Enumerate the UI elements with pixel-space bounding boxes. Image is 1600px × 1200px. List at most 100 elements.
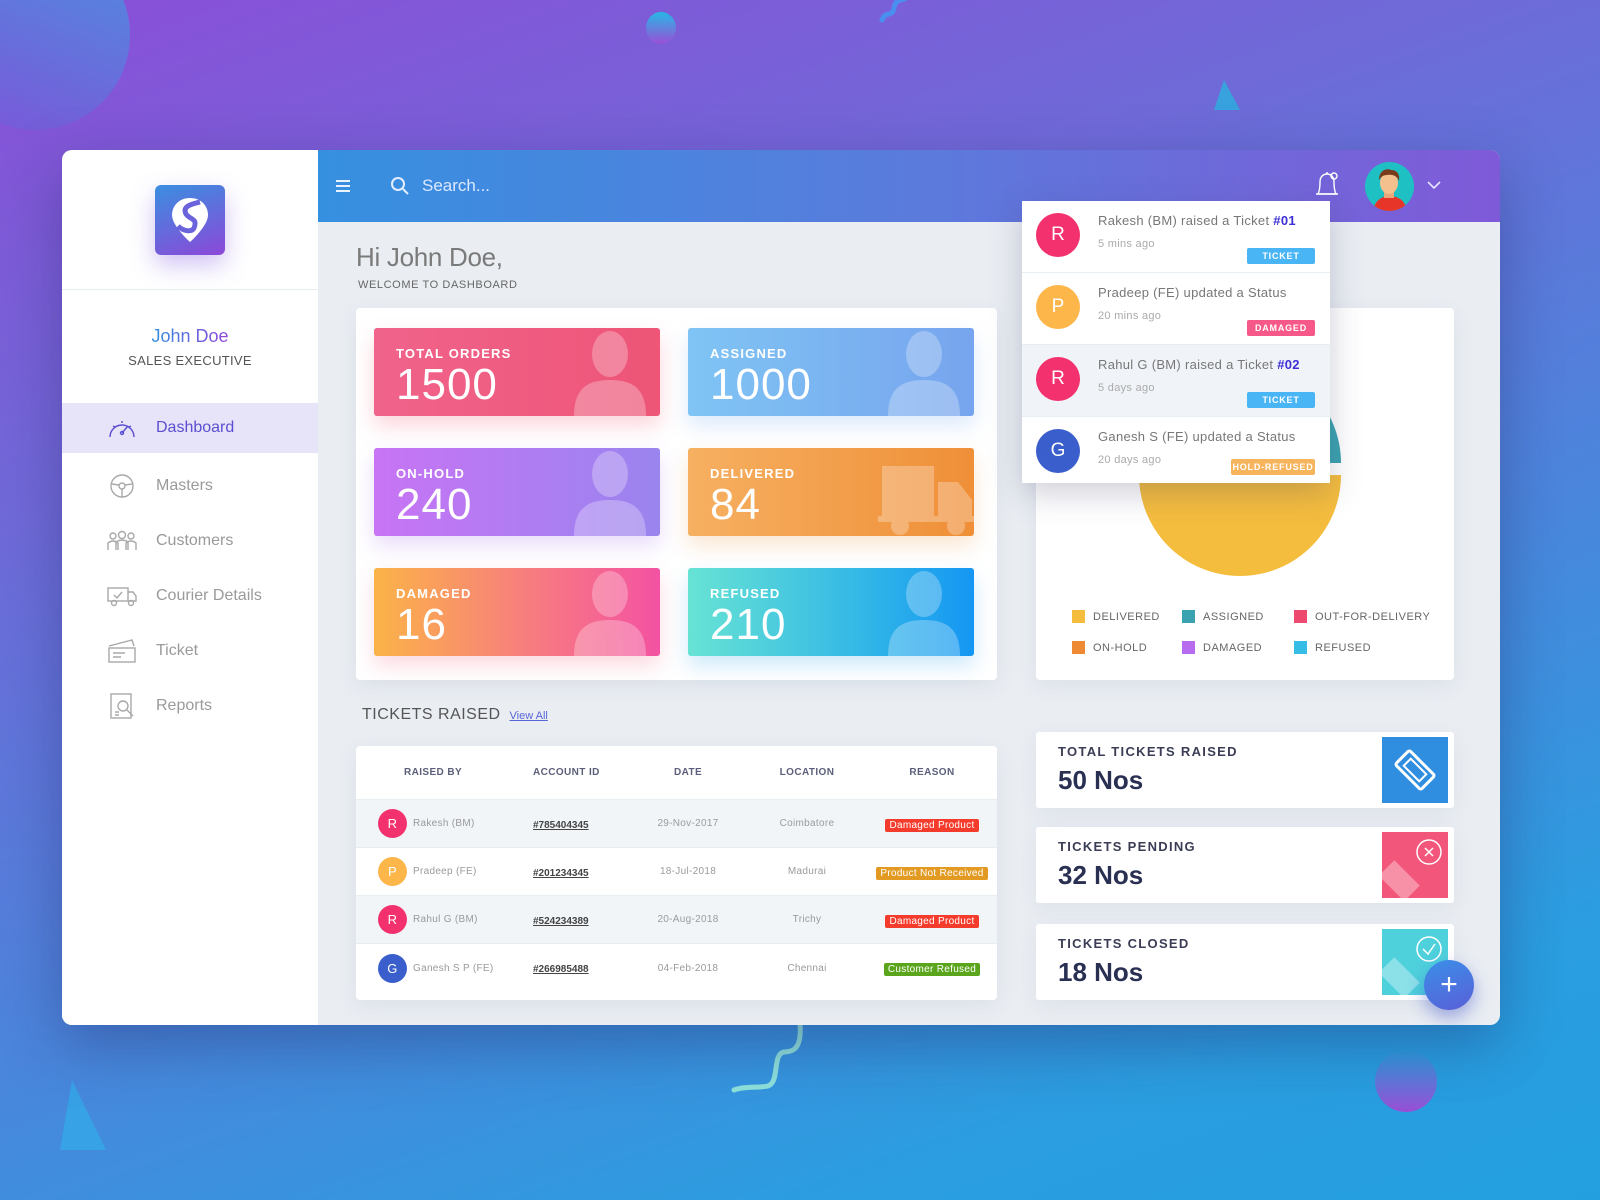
notification-time: 5 mins ago — [1098, 238, 1155, 250]
bg-decoration-circle — [0, 0, 130, 130]
sidebar-item-dashboard[interactable]: Dashboard — [62, 403, 318, 453]
ticket-id-link: #01 — [1273, 213, 1296, 228]
sidebar-item-label: Customers — [156, 531, 234, 549]
stat-label: DAMAGED — [396, 586, 472, 601]
column-header[interactable]: REASON — [909, 767, 955, 778]
report-icon — [106, 692, 138, 719]
sidebar-item-customers[interactable]: Customers — [62, 513, 318, 568]
sidebar-item-label: Ticket — [156, 641, 199, 659]
bell-icon[interactable] — [1314, 170, 1342, 202]
bg-decoration-triangle — [1214, 80, 1240, 110]
tickets-closed-card[interactable]: TICKETS CLOSED 18 Nos — [1036, 924, 1454, 1000]
notification-item[interactable]: R Rakesh (BM) raised a Ticket #01 5 mins… — [1022, 201, 1330, 273]
legend-item: ON-HOLD — [1072, 641, 1182, 654]
stat-label: REFUSED — [710, 586, 781, 601]
sidebar-item-reports[interactable]: Reports — [62, 678, 318, 733]
view-all-link[interactable]: View All — [509, 710, 548, 722]
speedometer-icon — [106, 416, 138, 440]
avatar: G — [378, 953, 407, 983]
table-row[interactable]: P Pradeep (FE) #201234345 18-Jul-2018 Mad… — [356, 848, 997, 896]
notification-text: Pradeep (FE) updated a Status — [1098, 285, 1287, 300]
notification-item[interactable]: P Pradeep (FE) updated a Status 20 mins … — [1022, 273, 1330, 345]
stat-value: 16 — [396, 600, 447, 649]
stat-card-refused[interactable]: REFUSED 210 — [688, 568, 974, 656]
column-header[interactable]: DATE — [673, 767, 703, 778]
tickets-section-header: TICKETS RAISED View All — [362, 706, 548, 724]
account-id-link[interactable]: #201234345 — [533, 867, 589, 879]
sidebar-item-courier-details[interactable]: Courier Details — [62, 568, 318, 623]
top-bar — [318, 150, 1500, 222]
app-window: John Doe SALES EXECUTIVE Dashboard Maste… — [62, 150, 1500, 1025]
notification-time: 20 days ago — [1098, 454, 1162, 466]
card-value: 18 Nos — [1058, 957, 1144, 987]
person-silhouette-icon — [888, 331, 960, 416]
sidebar: John Doe SALES EXECUTIVE Dashboard Maste… — [62, 150, 318, 1025]
user-avatar[interactable] — [1365, 162, 1414, 211]
sidebar-item-masters[interactable]: Masters — [62, 458, 318, 513]
sidebar-item-ticket[interactable]: Ticket — [62, 623, 318, 678]
user-profile: John Doe SALES EXECUTIVE — [62, 290, 318, 403]
table-row[interactable]: R Rakesh (BM) #785404345 29-Nov-2017 Coim… — [356, 800, 997, 848]
stat-card-assigned[interactable]: ASSIGNED 1000 — [688, 328, 974, 416]
search-icon[interactable] — [390, 176, 410, 196]
notification-item[interactable]: R Rahul G (BM) raised a Ticket #02 5 day… — [1022, 345, 1330, 417]
stat-card-on-hold[interactable]: ON-HOLD 240 — [374, 448, 660, 536]
notification-text: Rahul G (BM) raised a Ticket #02 — [1098, 357, 1300, 372]
chart-legend: DELIVERED ASSIGNED OUT-FOR-DELIVERY ON-H… — [1072, 610, 1442, 654]
notifications-dropdown: R Rakesh (BM) raised a Ticket #01 5 mins… — [1022, 201, 1330, 483]
card-value: 50 Nos — [1058, 765, 1144, 795]
notification-text: Rakesh (BM) raised a Ticket #01 — [1098, 213, 1296, 228]
tickets-pending-card[interactable]: TICKETS PENDING 32 Nos — [1036, 827, 1454, 903]
add-fab-button[interactable]: + — [1424, 960, 1474, 1010]
total-tickets-card[interactable]: TOTAL TICKETS RAISED 50 Nos — [1036, 732, 1454, 808]
column-header[interactable]: LOCATION — [779, 767, 835, 778]
status-badge: HOLD-REFUSED — [1231, 459, 1315, 475]
bg-decoration-triangle — [60, 1080, 106, 1150]
person-silhouette-icon — [888, 571, 960, 656]
sidebar-nav: Dashboard Masters Customers Courier Deta… — [62, 403, 318, 733]
stat-card-delivered[interactable]: DELIVERED 84 — [688, 448, 974, 536]
bg-decoration-circle — [1375, 1050, 1437, 1112]
notification-time: 5 days ago — [1098, 382, 1155, 394]
logo-area — [62, 150, 318, 290]
status-badge: DAMAGED — [1247, 320, 1315, 336]
ticket-cancel-icon — [1382, 832, 1448, 898]
table-header-row: RAISED BY ACCOUNT ID DATE LOCATION REASO… — [356, 746, 997, 800]
raised-by: Ganesh S P (FE) — [413, 962, 494, 974]
account-id-link[interactable]: #266985488 — [533, 964, 589, 975]
stat-card-damaged[interactable]: DAMAGED 16 — [374, 568, 660, 656]
chevron-down-icon[interactable] — [1426, 180, 1442, 190]
stat-label: ASSIGNED — [710, 346, 788, 361]
location-cell: Madurai — [787, 866, 827, 877]
person-silhouette-icon — [574, 451, 646, 536]
account-id-link[interactable]: #785404345 — [533, 819, 589, 831]
column-header[interactable]: ACCOUNT ID — [533, 767, 600, 778]
bg-decoration-squiggle — [879, 0, 908, 23]
avatar: R — [1036, 357, 1080, 401]
reason-badge: Damaged Product — [885, 818, 979, 832]
account-id-link[interactable]: #524234389 — [533, 915, 589, 927]
ticket-id-link: #02 — [1277, 357, 1300, 372]
app-logo[interactable] — [155, 184, 225, 255]
column-header[interactable]: RAISED BY — [404, 767, 463, 778]
user-avatar-illustration — [1373, 169, 1407, 211]
date-cell: 18-Jul-2018 — [659, 866, 717, 877]
table-row[interactable]: G Ganesh S P (FE) #266985488 04-Feb-2018 … — [356, 944, 997, 992]
table-row[interactable]: R Rahul G (BM) #524234389 20-Aug-2018 Tri… — [356, 896, 997, 944]
card-label: TICKETS PENDING — [1058, 839, 1196, 854]
raised-by: Rahul G (BM) — [413, 914, 478, 925]
stat-value: 210 — [710, 600, 787, 649]
card-label: TOTAL TICKETS RAISED — [1058, 744, 1238, 759]
reason-badge: Customer Refused — [883, 963, 981, 976]
greeting: Hi John Doe, WELCOME TO DASHBOARD — [356, 242, 518, 291]
hamburger-menu-icon[interactable] — [336, 180, 350, 192]
stat-card-total-orders[interactable]: TOTAL ORDERS 1500 — [374, 328, 660, 416]
reason-badge: Product Not Received — [876, 866, 988, 880]
ticket-icon — [1382, 737, 1448, 803]
location-cell: Coimbatore — [779, 818, 835, 829]
search-input[interactable] — [422, 176, 722, 196]
stats-panel: TOTAL ORDERS 1500 ASSIGNED 1000 ON-HOLD … — [356, 308, 997, 680]
card-value: 32 Nos — [1058, 860, 1144, 890]
legend-item: OUT-FOR-DELIVERY — [1294, 610, 1444, 623]
notification-item[interactable]: G Ganesh S (FE) updated a Status 20 days… — [1022, 417, 1330, 483]
